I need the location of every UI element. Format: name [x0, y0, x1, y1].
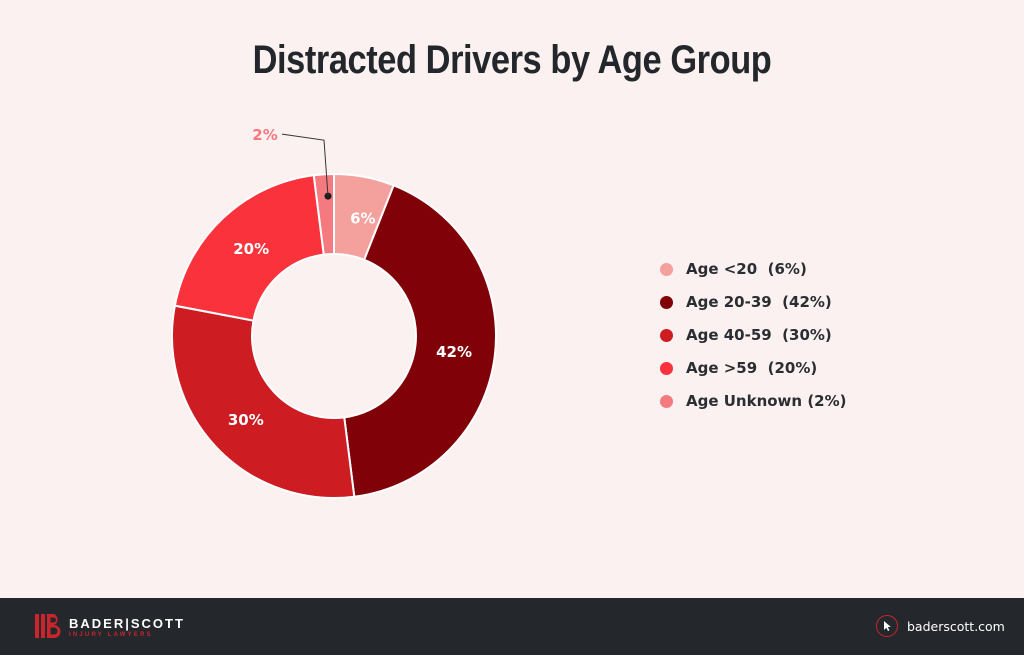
legend-label: Age 40-59 (30%): [686, 326, 832, 344]
callout-label: 2%: [252, 126, 277, 144]
legend-label: Age <20 (6%): [686, 260, 807, 278]
slice-label: 30%: [228, 411, 264, 429]
chart-title: Distracted Drivers by Age Group: [252, 38, 772, 82]
legend-swatch: [660, 361, 673, 375]
legend-item: Age Unknown (2%): [660, 390, 847, 412]
slice-age-59: [173, 174, 325, 322]
legend-swatch: [660, 262, 673, 276]
legend-swatch: [660, 394, 673, 408]
legend-swatch: [660, 328, 673, 342]
callout-group: 2%: [252, 126, 332, 200]
chart-legend: Age <20 (6%) Age 20-39 (42%) Age 40-59 (30…: [660, 258, 847, 423]
logo-icon: [35, 614, 61, 638]
legend-item: Age 20-39 (42%): [660, 291, 847, 313]
donut-chart: 6% 42% 30% 20% 2%: [171, 126, 497, 499]
brand-tagline: INJURY LAWYERS: [69, 632, 153, 638]
cursor-icon: [876, 615, 898, 637]
legend-item: Age 40-59 (30%): [660, 324, 847, 346]
slice-age-40-59: [171, 304, 356, 499]
donut-labels: 6% 42% 30% 20%: [228, 209, 472, 428]
slice-age-20-39: [343, 184, 497, 498]
brand-name: BADER|SCOTT: [69, 616, 185, 631]
legend-label: Age Unknown (2%): [686, 392, 847, 410]
slice-label: 20%: [233, 240, 269, 258]
slice-label: 42%: [436, 343, 472, 361]
legend-item: Age >59 (20%): [660, 357, 847, 379]
callout-line: [281, 133, 329, 197]
website-link[interactable]: baderscott.com: [907, 619, 1005, 634]
legend-item: Age <20 (6%): [660, 258, 847, 280]
donut-slices: [171, 172, 497, 499]
legend-swatch: [660, 295, 673, 309]
cursor-arrow-icon: [884, 621, 891, 631]
legend-label: Age 20-39 (42%): [686, 293, 832, 311]
slice-label: 6%: [350, 209, 375, 227]
footer-bar: BADER|SCOTT INJURY LAWYERS: [0, 598, 1024, 655]
legend-label: Age >59 (20%): [686, 359, 818, 377]
